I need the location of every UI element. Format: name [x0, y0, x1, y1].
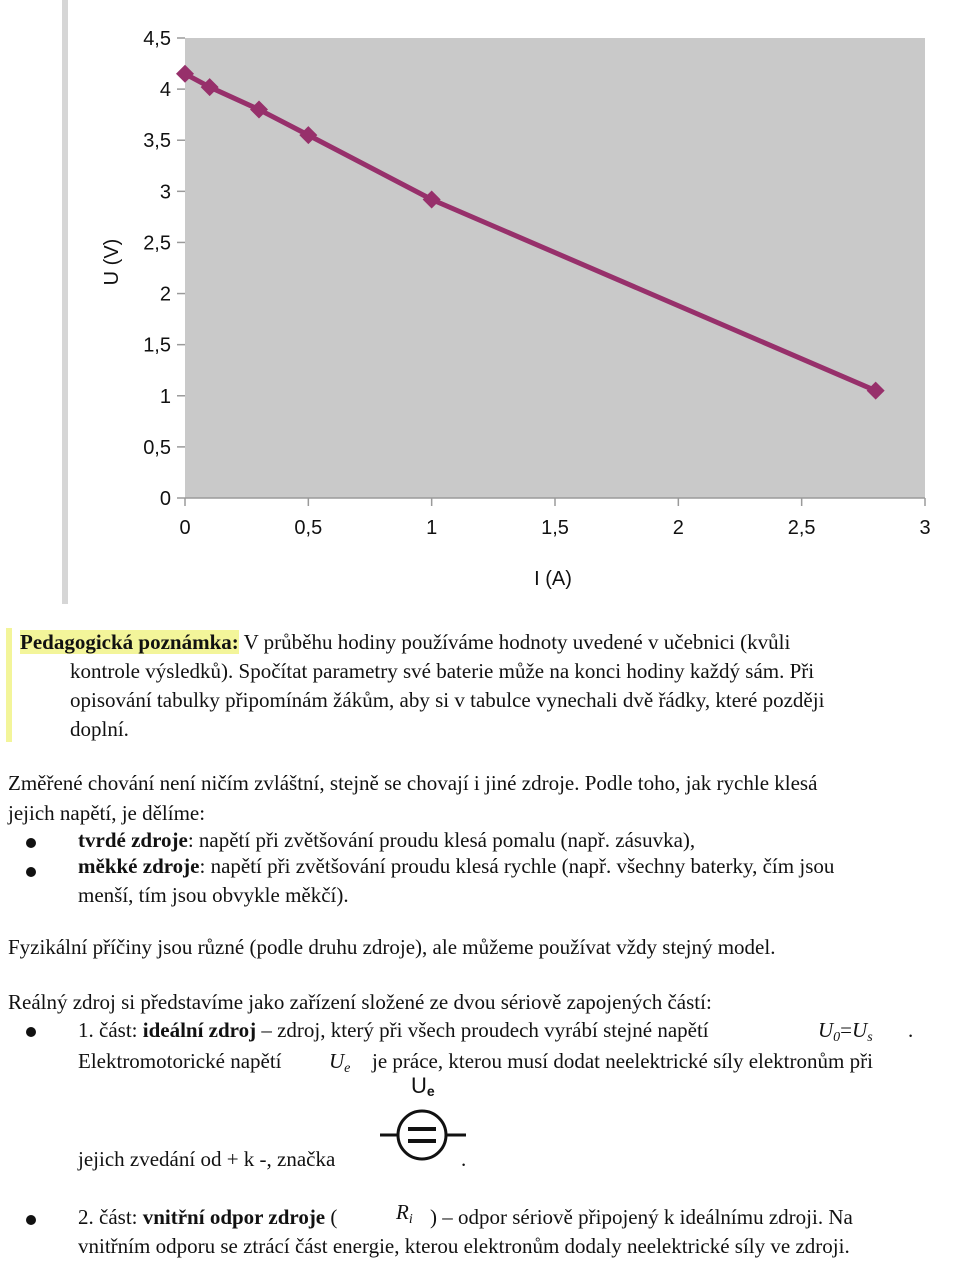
bullet-dot: [26, 1027, 36, 1037]
y-tick-label: 0,5: [143, 437, 171, 459]
paragraph-behavior-1: Změřené chování není ničím zvláštní, ste…: [8, 771, 818, 795]
y-tick-label: 0: [160, 488, 171, 510]
paragraph-causes: Fyzikální příčiny jsou různé (podle druh…: [8, 935, 776, 959]
emf-source-symbol: [380, 1109, 466, 1161]
bullet-soft-sources: měkké zdroje: napětí při zvětšování prou…: [78, 852, 954, 882]
paragraph-behavior-2: jejich napětí, je dělíme:: [8, 801, 206, 825]
x-tick-label: 3: [919, 517, 930, 539]
math-sub-e: e: [344, 1061, 351, 1076]
x-tick-label: 1: [426, 517, 437, 539]
y-tick-label: 1: [160, 386, 171, 408]
y-tick-label: 4: [160, 79, 171, 101]
formula-u0-us: U0=Us: [818, 1016, 873, 1053]
symbol-label-u: U: [411, 1073, 427, 1098]
item-emf-text-2: je práce, kterou musí dodat neelektrické…: [372, 1049, 873, 1073]
y-axis-label: U (V): [101, 239, 123, 286]
bullet-dot: [26, 1215, 36, 1225]
bullet-soft-sources-cont: menší, tím jsou obvykle měkčí).: [78, 883, 349, 907]
math-u: U: [818, 1018, 834, 1042]
x-axis-label: I (A): [534, 568, 572, 590]
note-text-1: V průběhu hodiny používáme hodnoty uvede…: [238, 630, 791, 654]
pedagogical-note: Pedagogická poznámka: V průběhu hodiny p…: [6, 628, 956, 742]
data-point-marker: [250, 100, 268, 119]
item-prefix: 2. část:: [78, 1205, 143, 1229]
symbol-label-e: e: [426, 1083, 435, 1099]
math-sub-i: i: [408, 1212, 413, 1227]
data-point-marker: [299, 126, 318, 145]
bullet-desc: : napětí při zvětšování proudu klesá ryc…: [199, 854, 835, 878]
data-point-marker: [422, 190, 441, 209]
item-ideal-source: 1. část: ideální zdroj – zdroj, který př…: [78, 1016, 954, 1046]
note-line-2: kontrole výsledků). Spočítat parametry s…: [70, 659, 815, 683]
y-tick-label: 2: [160, 284, 171, 306]
bullet-dot: [26, 838, 36, 848]
plot-area: [185, 38, 925, 498]
chart-svg: 0 0,5 1 1,5 2 2,5 3 0 0,5 1 1,5 2 2,5 3 3,5 4 4,5 U (V)…: [62, 0, 931, 604]
bullet-hard-sources: tvrdé zdroje: napětí při zvětšování prou…: [78, 826, 954, 856]
data-point-marker: [176, 64, 194, 83]
data-point-marker: [200, 78, 219, 97]
item-desc: – zdroj, který při všech proudech vyrábí…: [256, 1018, 709, 1042]
note-line-1: Pedagogická poznámka: V průběhu hodiny p…: [20, 628, 790, 658]
voltage-current-chart: 0 0,5 1 1,5 2 2,5 3 0 0,5 1 1,5 2 2,5 3 3,5 4 4,5 U (V)…: [0, 0, 960, 610]
x-tick-label: 2: [673, 517, 684, 539]
note-label: Pedagogická poznámka:: [20, 630, 239, 654]
bullet-desc: : napětí při zvětšování proudu klesá pom…: [187, 828, 696, 852]
formula-ue: Ue: [329, 1047, 350, 1084]
math-sub-s: s: [867, 1030, 873, 1045]
math-eq: =: [840, 1018, 853, 1042]
chart-left-border: [62, 0, 68, 604]
y-tick-label: 3: [160, 181, 171, 203]
item-internal-resistance-cont: vnitřním odporu se ztrácí část energie, …: [78, 1234, 850, 1258]
bullet-dot: [26, 867, 36, 877]
symbol-circle: [396, 1109, 448, 1161]
y-tick-label: 4,5: [143, 28, 171, 50]
item-term: vnitřní odpor zdroje: [142, 1205, 326, 1229]
bullet-term: tvrdé zdroje: [78, 828, 188, 852]
bullet-term: měkké zdroje: [78, 854, 200, 878]
item-term: ideální zdroj: [142, 1018, 257, 1042]
item-lifting-text: jejich zvedání od + k -, značka: [78, 1147, 336, 1171]
symbol-label: Ue: [411, 1073, 435, 1099]
math-r: R: [396, 1200, 409, 1224]
y-tick-label: 2,5: [143, 232, 171, 254]
item-prefix: 1. část:: [78, 1018, 143, 1042]
data-point-marker: [866, 381, 885, 400]
formula-ri: Ri: [396, 1198, 413, 1235]
math-sub-0: 0: [833, 1030, 841, 1045]
y-tick-label: 1,5: [143, 335, 171, 357]
x-tick-label: 2,5: [788, 517, 816, 539]
y-tick-label: 3,5: [143, 130, 171, 152]
y-tick-group: 0 0,5 1 1,5 2 2,5 3 3,5 4 4,5: [143, 28, 185, 510]
paragraph-model: Reálný zdroj si představíme jako zařízen…: [8, 990, 712, 1014]
note-line-4: doplní.: [70, 717, 129, 741]
item-internal-resistance: 2. část: vnitřní odpor zdroje (: [78, 1203, 337, 1233]
sentence-end: .: [908, 1018, 914, 1042]
x-tick-group: 0 0,5 1 1,5 2 2,5 3: [179, 498, 931, 539]
item-open-paren: (: [325, 1205, 338, 1229]
x-tick-label: 0: [179, 517, 190, 539]
item-internal-resistance-desc: ) – odpor sériově připojený k ideálnímu …: [430, 1205, 853, 1229]
item-emf-text: Elektromotorické napětí: [78, 1049, 282, 1073]
series-markers: [176, 64, 885, 400]
x-tick-label: 1,5: [541, 517, 569, 539]
math-u: U: [852, 1018, 868, 1042]
x-tick-label: 0,5: [294, 517, 322, 539]
math-u: U: [329, 1049, 345, 1073]
note-line-3: opisování tabulky připomínám žákům, aby …: [70, 688, 825, 712]
sentence-end: .: [461, 1147, 467, 1171]
